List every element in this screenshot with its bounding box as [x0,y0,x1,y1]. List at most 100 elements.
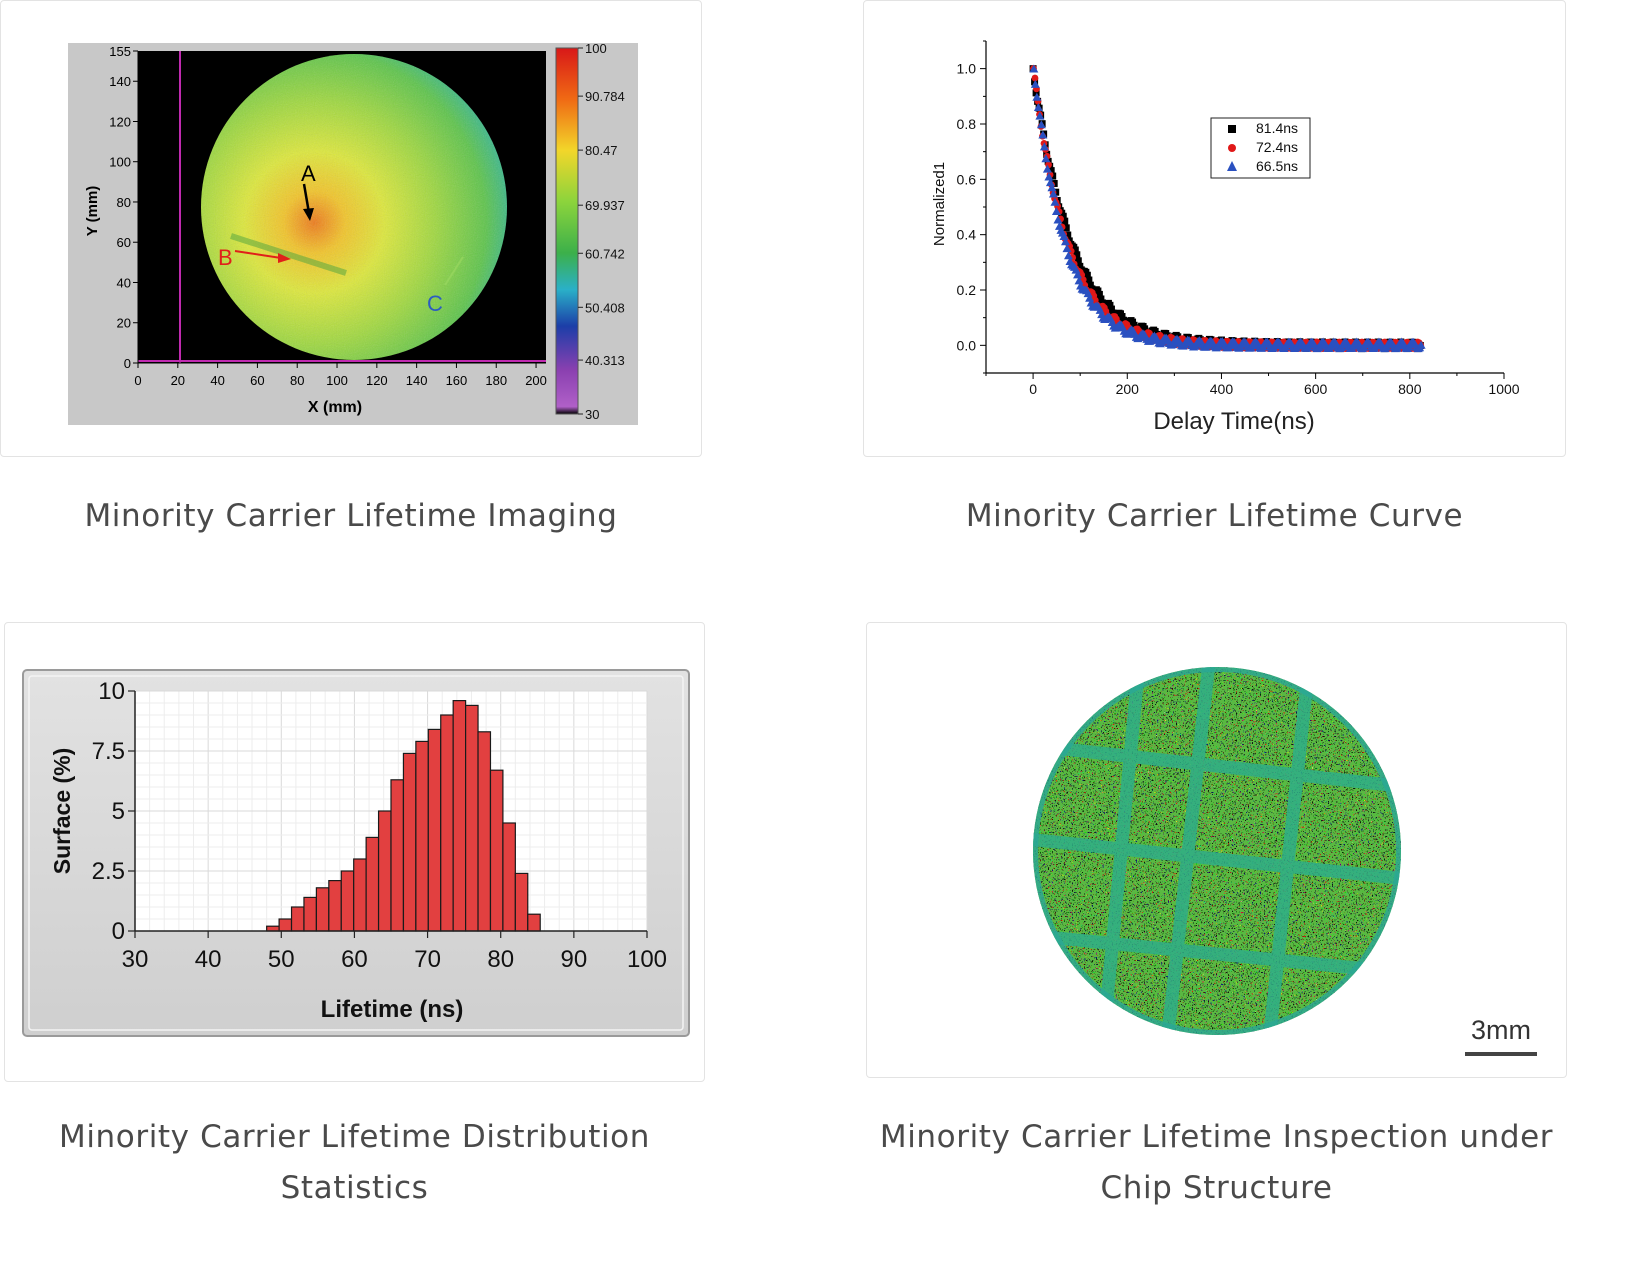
distribution-y-tick-label: 0 [112,918,125,945]
histogram-bar [427,728,442,932]
curve-point-square [1071,246,1079,254]
curve-point-triangle [1039,142,1049,151]
distribution-x-tick-label: 30 [122,946,149,973]
imaging-y-tick-label: 140 [109,74,131,89]
curve-point-triangle [1036,120,1046,129]
curve-point-triangle [1044,172,1054,181]
chip-structure-map: 3mm [1033,667,1537,1056]
histogram-bar [465,704,479,932]
curve-point-triangle [1060,237,1070,246]
curve-x-tick-label: 0 [1029,381,1037,397]
chip-card: 3mm [866,622,1567,1078]
distribution-y-tick-label: 5 [112,798,125,825]
distribution-y-tick-label: 7.5 [92,738,125,765]
curve-y-tick-label: 0.0 [957,337,977,353]
distribution-card: 30 40 50 60 70 80 90 100 0 2.5 5 7.5 10 Surface (%) … [4,622,705,1082]
imaging-x-tick-label: 100 [326,373,348,388]
curve-x-tick-label: 600 [1304,381,1328,397]
imaging-x-tick-label: 60 [250,373,264,388]
histogram-bar [402,752,417,932]
colorbar-tick-label: 69.937 [585,198,625,213]
curve-point-square [1064,231,1072,239]
curve-point-triangle [1071,265,1081,274]
imaging-y-tick-label: 20 [117,316,131,331]
histogram-bar [365,836,380,932]
curve-x-tick-label: 1000 [1488,381,1519,397]
curve-point-square [1083,271,1091,279]
curve-point-triangle [1064,251,1074,260]
curve-point-triangle [1045,178,1055,187]
imaging-x-tick-label: 0 [134,373,141,388]
curve-point-square [1118,312,1126,320]
curve-point-triangle [1041,154,1051,163]
imaging-y-tick-label: 0 [124,356,131,371]
curve-point-triangle [1032,92,1042,101]
legend-marker-triangle [1227,161,1237,171]
curve-point-triangle [1033,103,1043,112]
scale-bar-label: 3mm [1471,1015,1531,1045]
imaging-y-tick-label: 120 [109,114,131,129]
curve-point-triangle [1059,232,1069,241]
histogram-bar [328,880,342,932]
distribution-x-tick-label: 90 [561,946,588,973]
curve-point-triangle [1416,340,1426,349]
curve-point-square [1085,276,1093,284]
curve-point-square [1032,89,1040,97]
curve-x-tick-label: 800 [1398,381,1422,397]
distribution-y-tick-label: 2.5 [92,858,125,885]
curve-y-tick-label: 0.8 [957,116,977,132]
curve-point-triangle [1048,189,1058,198]
imaging-x-tick-label: 200 [525,373,547,388]
caption-chip-line1: Minority Carrier Lifetime Inspection und… [879,1119,1554,1155]
histogram-bar [527,913,541,932]
histogram-bar [278,918,293,932]
imaging-y-tick-label: 100 [109,155,131,170]
histogram-bar [489,769,504,932]
imaging-x-tick-label: 40 [210,373,224,388]
colorbar-tick-label: 80.47 [585,143,618,158]
distribution-axes: 30 40 50 60 70 80 90 100 0 2.5 5 7.5 10 [92,678,667,973]
colorbar-tick-label: 30 [585,407,599,422]
lifetime-imaging-chart: 0 20 40 60 80 100 120 140 160 180 2000204060801001… [68,41,638,425]
curve-point-square [1073,251,1081,259]
imaging-x-tick-label: 120 [366,373,388,388]
histogram-bar [377,810,392,932]
histogram-bar [440,714,454,932]
curve-point-square [1106,301,1114,309]
curve-point-square [1095,290,1103,298]
legend-label-1: 81.4ns [1256,120,1298,136]
imaging-y-tick-label: 40 [117,275,131,290]
curve-point-triangle [1073,270,1083,279]
curve-point-triangle [1029,64,1039,73]
curve-x-tick-label: 200 [1116,381,1140,397]
curve-point-square [1047,167,1055,175]
curve-axes: 0 200 400 600 800 1000 0.0 0.2 0.4 0.6 0.8 1.0 [957,40,1520,397]
curve-point-triangle [1053,215,1063,224]
curve-point-triangle [1051,206,1061,215]
colorbar-tick-label: 40.313 [585,353,625,368]
distribution-y-tick-label: 10 [98,678,125,705]
lifetime-curve-chart: 0 200 400 600 800 1000 0.0 0.2 0.4 0.6 0.8 1.0 Norm… [931,40,1520,435]
legend-marker-square [1228,125,1236,133]
caption-distribution-line2: Statistics [280,1170,429,1206]
imaging-x-tick-label: 180 [485,373,507,388]
legend-label-2: 72.4ns [1256,139,1298,155]
curve-point-square [1074,257,1082,265]
imaging-axes: 0 20 40 60 80 100 120 140 160 180 200 0 20 40 60 80 100 1… [109,44,547,388]
arrow-a [302,183,311,214]
histogram-bar [514,872,529,932]
histogram-bar [502,822,516,932]
curve-x-tick-label: 400 [1210,381,1234,397]
histogram-bar [477,731,492,932]
histogram-bar [340,870,355,932]
chip-grid-lines [1033,667,1401,1035]
caption-distribution-line1: Minority Carrier Lifetime Distribution [59,1119,650,1155]
curve-y-tick-label: 1.0 [957,61,977,77]
curve-point-square [1062,224,1070,232]
imaging-x-tick-label: 160 [446,373,468,388]
curve-point-square [1076,262,1084,270]
curve-card: 0 200 400 600 800 1000 0.0 0.2 0.4 0.6 0.8 1.0 Norm… [863,0,1566,457]
curve-y-tick-label: 0.4 [957,227,977,243]
curve-y-tick-label: 0.2 [957,282,977,298]
curve-point-square [1097,295,1105,303]
